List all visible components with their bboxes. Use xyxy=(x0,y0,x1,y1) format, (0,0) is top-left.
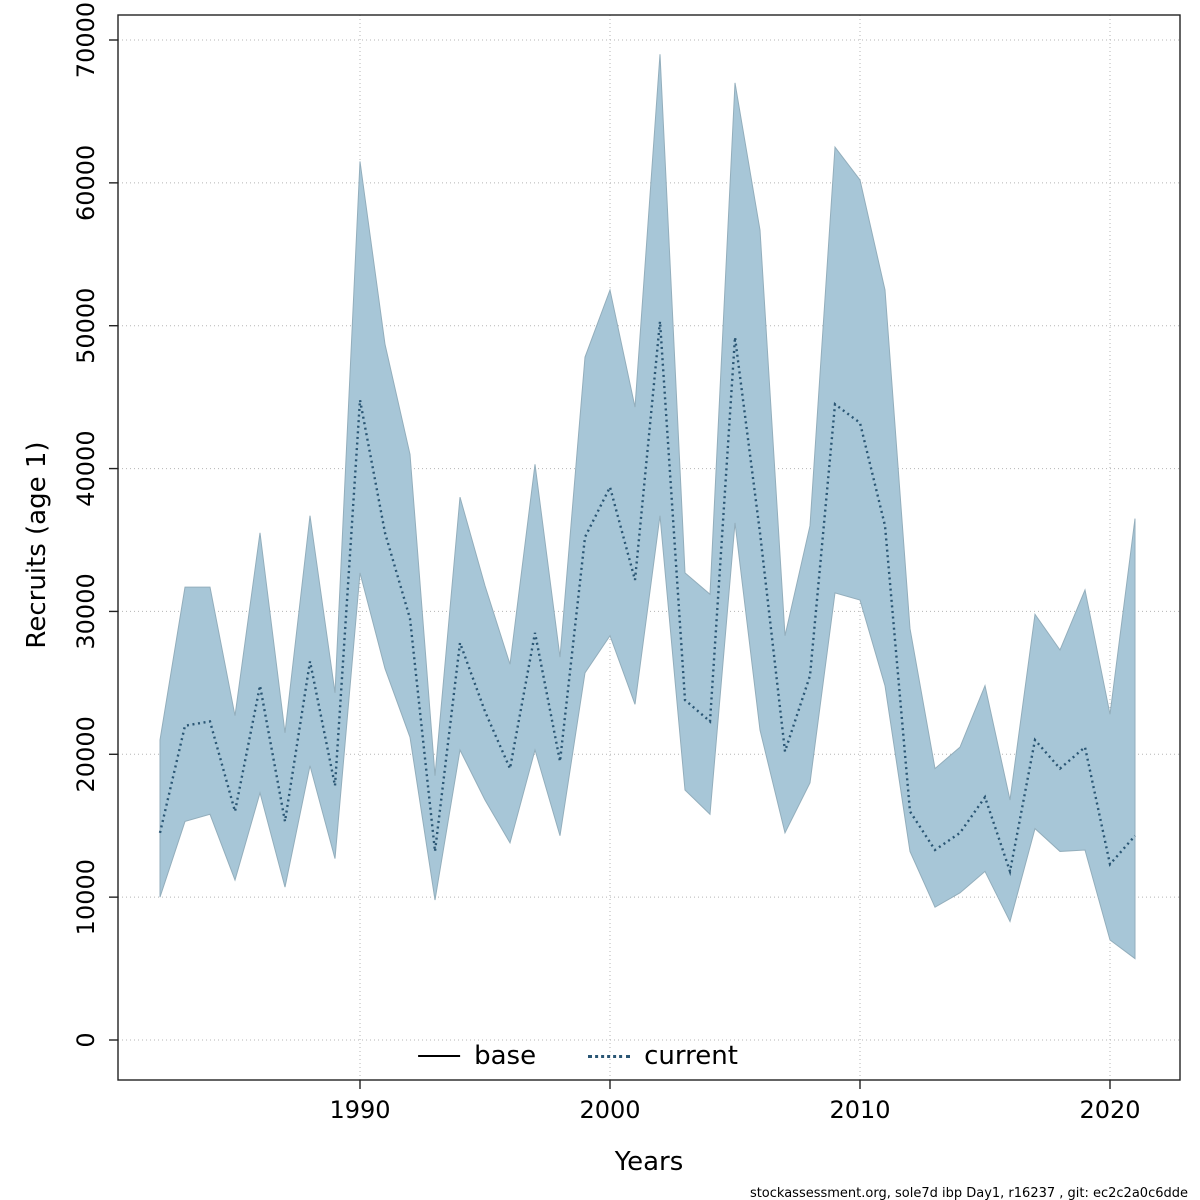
x-axis-title: Years xyxy=(614,1147,684,1177)
current-line xyxy=(158,321,1136,877)
legend-item-current: current xyxy=(588,1041,738,1071)
footer-text: stockassessment.org, sole7d ibp Day1, r1… xyxy=(749,1186,1188,1200)
legend: base current xyxy=(418,1041,738,1071)
plot-border xyxy=(117,14,1181,1081)
y-tick-label: 20000 xyxy=(72,716,100,792)
y-tick-label: 10000 xyxy=(72,859,100,935)
y-tick-label: 0 xyxy=(72,1032,100,1047)
y-tick-label: 40000 xyxy=(72,430,100,506)
x-tick-label: 2020 xyxy=(1079,1096,1140,1124)
legend-item-base: base xyxy=(418,1041,536,1071)
x-tick-label: 1990 xyxy=(329,1096,390,1124)
y-tick-label: 30000 xyxy=(72,573,100,649)
x-tick-label: 2010 xyxy=(829,1096,890,1124)
y-tick-label: 60000 xyxy=(72,145,100,221)
y-axis-title: Recruits (age 1) xyxy=(22,441,52,649)
x-tick-label: 2000 xyxy=(579,1096,640,1124)
legend-label-base: base xyxy=(474,1041,537,1071)
confidence-band xyxy=(159,54,1136,960)
y-tick-label: 50000 xyxy=(72,288,100,364)
current-line-swatch xyxy=(588,1054,631,1058)
legend-label-current: current xyxy=(644,1041,738,1071)
base-line-swatch xyxy=(418,1055,461,1057)
y-tick-label: 70000 xyxy=(72,2,100,78)
